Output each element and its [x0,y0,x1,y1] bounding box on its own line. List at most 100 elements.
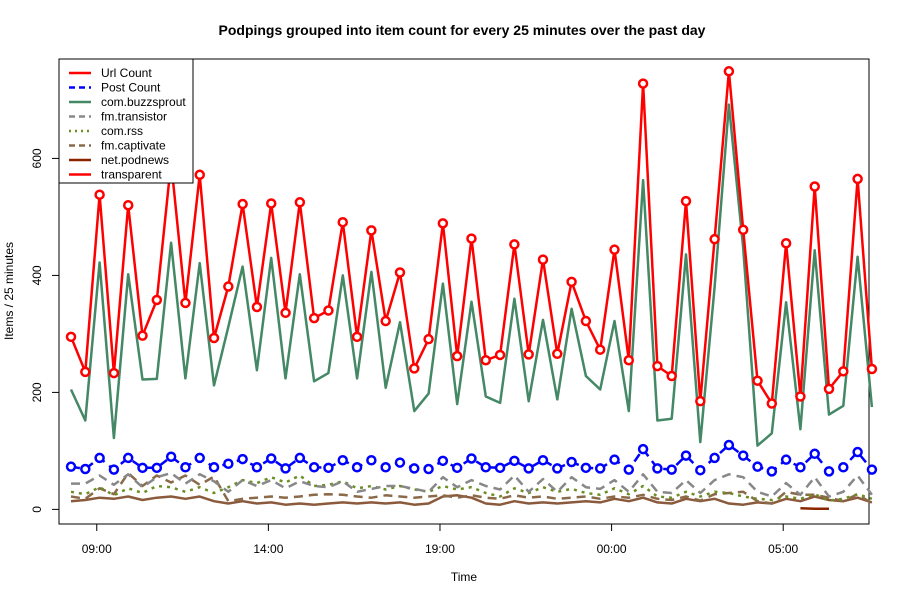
data-point [80,463,91,475]
data-point [795,391,806,402]
series-url-count [65,66,878,409]
data-point [437,218,449,229]
data-point [323,462,334,474]
data-point [337,454,349,466]
data-point [780,454,792,465]
data-point [194,452,205,464]
legend-label: fm.captivate [101,139,166,153]
series-fm-transistor [71,471,873,498]
data-point [494,462,506,474]
data-point [265,453,277,464]
data-point [695,464,706,476]
data-point [409,463,420,474]
legend-label: com.buzzsprout [101,95,186,109]
data-point [594,344,606,355]
legend-item-fm-transistor: fm.transistor [69,110,167,124]
data-point [609,244,620,255]
series-fm-captivate [70,471,873,505]
y-tick-label: 0 [30,506,44,513]
legend-label: net.podnews [101,153,169,167]
data-point [823,383,835,395]
data-point [480,462,492,473]
data-point [594,463,606,474]
data-point [466,453,477,464]
data-point [80,366,91,378]
series-line [70,471,873,505]
data-point [94,189,105,200]
data-point [294,452,306,464]
data-point [566,276,577,288]
legend-item-net-podnews: net.podnews [69,153,169,167]
data-point [652,463,663,474]
legend-item-fm-captivate: fm.captivate [69,139,166,153]
data-point [294,197,306,208]
y-axis: 0 200 400 600 [30,148,60,513]
legend-item-url-count: Url Count [69,66,152,80]
data-point [251,462,263,473]
data-point [237,453,248,465]
data-point [752,461,763,472]
series-com-buzzsprout [69,103,874,447]
data-point [337,216,349,228]
chart-title: Podpings grouped into item count for eve… [219,22,706,38]
data-point [380,315,391,327]
x-axis: 09:00 14:00 19:00 00:00 05:00 [82,523,799,556]
data-point [723,66,735,77]
data-point [566,456,577,468]
data-point [208,462,220,473]
data-point [451,462,463,474]
data-point [537,454,549,466]
data-point [409,363,420,374]
data-point [323,305,334,316]
data-point [65,331,77,343]
data-point [866,464,878,475]
data-point [852,173,863,185]
data-point [795,462,806,473]
series-line [800,506,829,511]
data-point [366,454,377,466]
data-point [780,237,792,249]
series-line [70,443,873,473]
data-point [280,307,291,319]
series-com-rss [70,474,873,502]
data-point [838,462,849,473]
data-point [509,455,520,467]
data-point [351,331,363,343]
legend-label: transparent [101,168,162,182]
data-point [580,462,592,474]
data-point [351,462,363,473]
data-point [423,463,434,475]
data-point [280,463,291,474]
data-point [666,370,677,382]
legend-label: Url Count [101,66,152,80]
data-point [709,452,720,464]
data-point [838,366,849,377]
data-point [208,332,220,344]
data-point [723,439,735,451]
data-point [637,443,649,455]
data-point [180,297,191,309]
data-point [137,330,148,341]
data-point [623,354,635,366]
data-point [623,464,635,475]
data-point [308,462,320,473]
series-layer [65,66,878,511]
data-point [137,462,148,474]
data-point [809,181,820,192]
data-point [823,466,835,477]
data-point [237,198,248,210]
data-point [65,461,77,472]
data-point [108,367,120,379]
data-point [523,463,534,474]
data-point [766,398,778,409]
data-point [552,348,563,360]
data-point [151,462,163,474]
y-axis-label: Items / 25 minutes [2,242,16,340]
legend-item-transparent: transparent [69,168,162,182]
legend-item-com-rss: com.rss [69,124,143,138]
data-point [580,315,592,327]
data-point [380,462,391,473]
x-tick-label: 00:00 [597,542,627,556]
x-axis-label: Time [451,570,478,584]
